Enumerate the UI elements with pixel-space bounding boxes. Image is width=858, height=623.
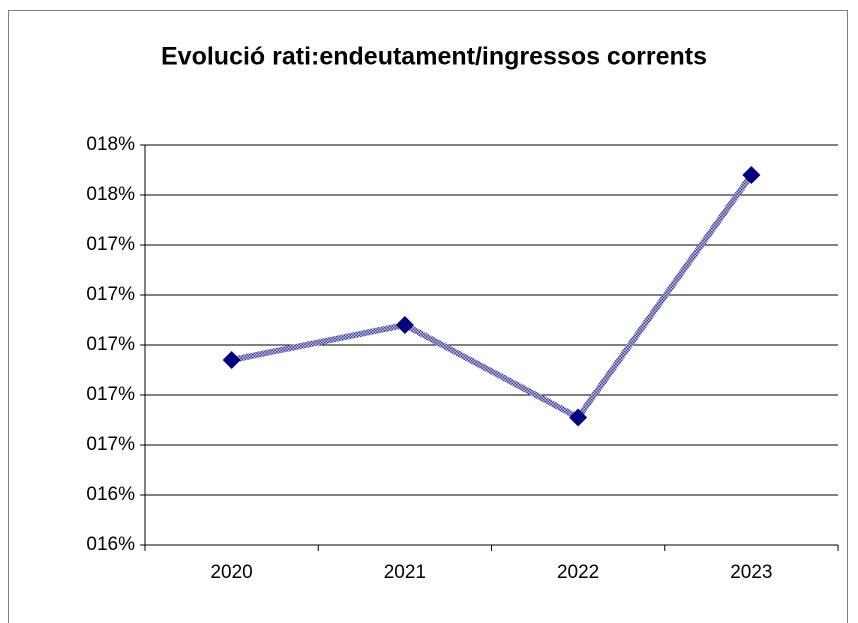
x-tick-label: 2021 [384,562,426,583]
point-marker [569,408,588,427]
y-tick-label: 018% [86,134,135,155]
point-marker [742,166,761,184]
x-tick-label: 2022 [557,562,599,583]
x-tick-label: 2020 [210,562,252,583]
y-tick-label: 017% [86,334,135,355]
point-marker [222,351,241,369]
y-tick-label: 017% [86,284,135,305]
y-tick-label: 017% [86,384,135,405]
point-marker [395,316,414,334]
y-tick-label: 017% [86,434,135,455]
chart-title: Evolució rati:endeutament/ingressos corr… [161,43,707,71]
chart-border [8,10,848,623]
y-tick-label: 016% [86,534,135,555]
y-tick-label: 018% [86,184,135,205]
series-line [231,173,754,421]
y-tick-label: 017% [86,234,135,255]
y-tick-label: 016% [86,484,135,505]
x-tick-label: 2023 [730,562,772,583]
